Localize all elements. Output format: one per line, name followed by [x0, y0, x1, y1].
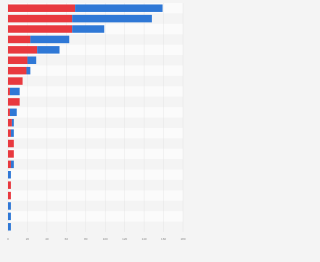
row-stripe: [8, 44, 183, 56]
bar-segment: [8, 87, 10, 96]
row-stripe: [8, 127, 183, 139]
bar-segment: [8, 139, 14, 148]
bar-segment: [8, 223, 11, 231]
row-stripe: [8, 211, 183, 222]
bar-segment: [72, 25, 105, 33]
bar-segment: [8, 118, 12, 127]
bar-segment: [8, 171, 11, 179]
bar-segment: [8, 150, 14, 158]
bar-segment: [75, 4, 163, 12]
bar-segment: [26, 66, 31, 75]
x-tick-label: 160: [161, 237, 166, 241]
chart: 0 20 40 60 80 100 120 140 160 180: [7, 3, 186, 241]
x-tick-label: 140: [142, 237, 147, 241]
bar-segment: [8, 4, 76, 12]
bar-segment: [8, 212, 11, 221]
bar-segment: [8, 77, 23, 85]
bar-segment: [8, 35, 31, 44]
bar-segment: [8, 202, 11, 210]
x-tick-label: 100: [103, 237, 108, 241]
bar-segment: [30, 35, 70, 44]
x-tick-label: 60: [65, 237, 69, 241]
x-tick-label: 180: [180, 237, 185, 241]
bar-segment: [8, 191, 11, 200]
bar-segment: [37, 46, 60, 54]
bar-segment: [11, 118, 14, 127]
bar-segment: [8, 181, 11, 189]
x-tick-label: 20: [26, 237, 30, 241]
bar-segment: [8, 108, 10, 117]
bar-segment: [9, 87, 20, 96]
bar-segment: [8, 98, 20, 106]
row-stripe: [8, 86, 183, 97]
bar-segment: [8, 66, 27, 75]
bar-segment: [8, 129, 11, 137]
bar-segment: [8, 46, 38, 54]
x-tick-label: 80: [84, 237, 88, 241]
bar-segment: [8, 56, 28, 64]
row-stripe: [8, 107, 183, 118]
row-stripe: [8, 190, 183, 201]
bar-segment: [8, 14, 73, 23]
x-tick-label: 0: [7, 237, 9, 241]
row-stripe: [8, 65, 183, 76]
bar-segment: [8, 160, 11, 169]
bar-segment: [27, 56, 37, 64]
bar-segment: [10, 160, 14, 169]
bar-segment: [8, 25, 73, 33]
bar-segment: [72, 14, 152, 23]
bar-segment: [9, 108, 17, 117]
x-tick-label: 120: [122, 237, 127, 241]
row-stripe: [8, 169, 183, 180]
bar-segment: [10, 129, 14, 137]
x-tick-label: 40: [45, 237, 49, 241]
row-stripe: [8, 148, 183, 160]
